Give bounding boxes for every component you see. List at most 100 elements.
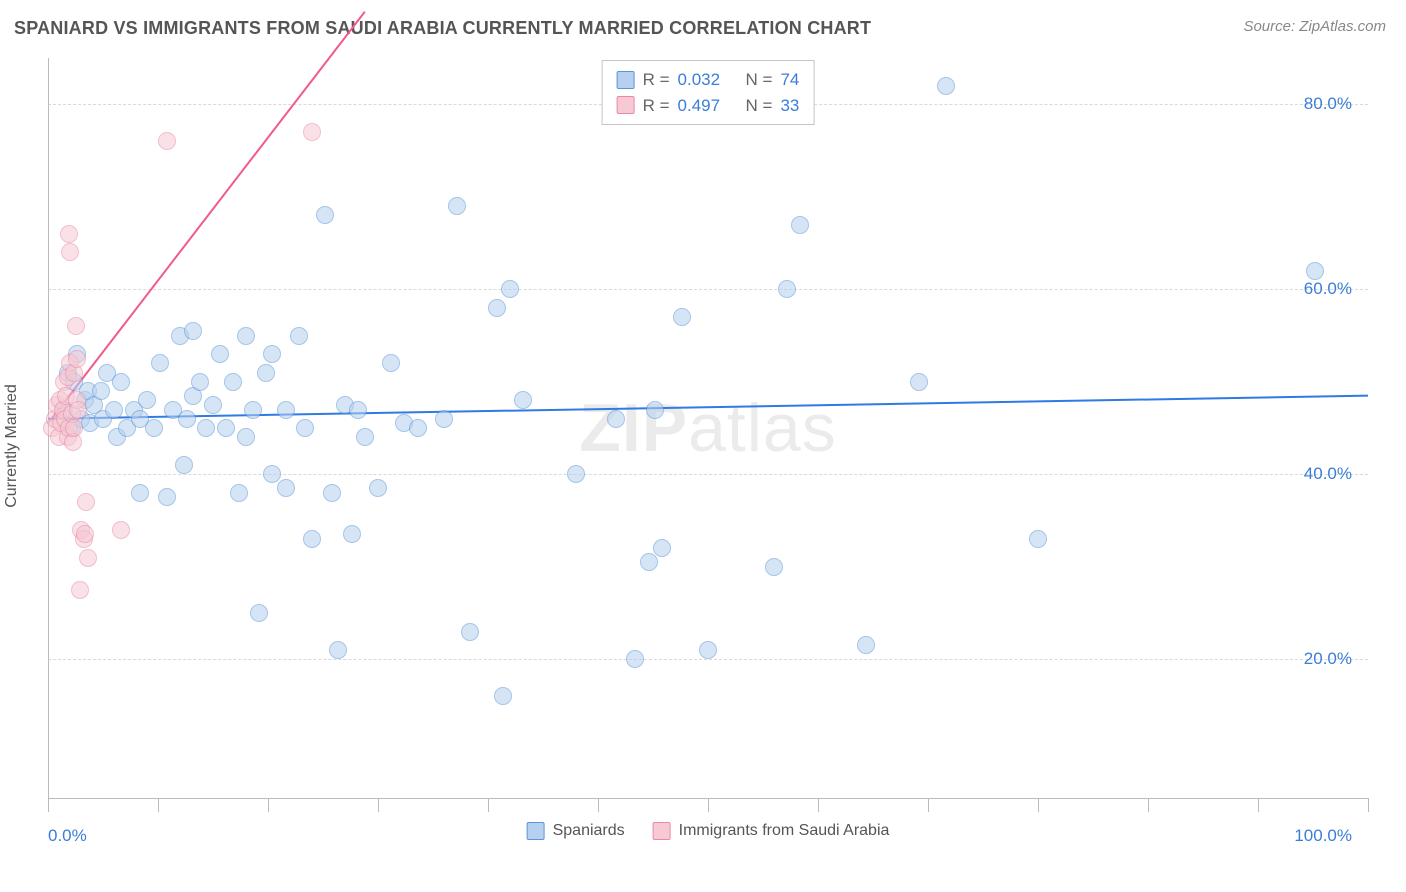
data-point: [69, 401, 87, 419]
data-point: [197, 419, 215, 437]
data-point: [67, 317, 85, 335]
x-tick-mark: [818, 798, 819, 812]
data-point: [435, 410, 453, 428]
data-point: [910, 373, 928, 391]
data-point: [316, 206, 334, 224]
x-tick-mark: [1368, 798, 1369, 812]
data-point: [158, 132, 176, 150]
correlation-stats-box: R = 0.032 N = 74 R = 0.497 N = 33: [602, 60, 815, 125]
n-value: 74: [780, 67, 799, 93]
x-tick-mark: [1038, 798, 1039, 812]
legend-swatch: [653, 822, 671, 840]
r-label: R =: [643, 93, 670, 119]
legend-item: Immigrants from Saudi Arabia: [653, 822, 890, 840]
r-value: 0.497: [678, 93, 721, 119]
data-point: [356, 428, 374, 446]
data-point: [145, 419, 163, 437]
data-point: [296, 419, 314, 437]
series-swatch: [617, 96, 635, 114]
data-point: [857, 636, 875, 654]
r-label: R =: [643, 67, 670, 93]
data-point: [937, 77, 955, 95]
legend-item: Spaniards: [527, 822, 625, 840]
x-tick-mark: [48, 798, 49, 812]
scatter-plot-area: ZIPatlas 20.0%40.0%60.0%80.0%0.0%100.0%R…: [48, 58, 1368, 798]
data-point: [112, 373, 130, 391]
chart-title: SPANIARD VS IMMIGRANTS FROM SAUDI ARABIA…: [14, 18, 871, 39]
data-point: [71, 581, 89, 599]
x-tick-mark: [158, 798, 159, 812]
stats-row: R = 0.497 N = 33: [617, 93, 800, 119]
x-tick-mark: [708, 798, 709, 812]
data-point: [303, 123, 321, 141]
data-point: [765, 558, 783, 576]
x-tick-mark: [928, 798, 929, 812]
source-citation: Source: ZipAtlas.com: [1243, 18, 1386, 35]
x-tick-mark: [1148, 798, 1149, 812]
data-point: [382, 354, 400, 372]
data-point: [224, 373, 242, 391]
data-point: [514, 391, 532, 409]
data-point: [778, 280, 796, 298]
data-point: [329, 641, 347, 659]
x-tick-mark: [488, 798, 489, 812]
data-point: [60, 225, 78, 243]
data-point: [607, 410, 625, 428]
data-point: [79, 549, 97, 567]
data-point: [138, 391, 156, 409]
data-point: [277, 401, 295, 419]
data-point: [151, 354, 169, 372]
data-point: [61, 243, 79, 261]
x-tick-mark: [268, 798, 269, 812]
data-point: [673, 308, 691, 326]
data-point: [1306, 262, 1324, 280]
data-point: [105, 401, 123, 419]
stats-row: R = 0.032 N = 74: [617, 67, 800, 93]
n-label: N =: [746, 67, 773, 93]
n-label: N =: [746, 93, 773, 119]
data-point: [230, 484, 248, 502]
data-point: [501, 280, 519, 298]
n-value: 33: [780, 93, 799, 119]
x-tick-label: 0.0%: [48, 826, 87, 846]
legend-label: Spaniards: [553, 822, 625, 840]
y-axis-label: Currently Married: [3, 384, 21, 508]
data-point: [277, 479, 295, 497]
data-point: [653, 539, 671, 557]
data-point: [646, 401, 664, 419]
data-point: [217, 419, 235, 437]
data-point: [204, 396, 222, 414]
data-point: [112, 521, 130, 539]
data-point: [211, 345, 229, 363]
x-tick-mark: [1258, 798, 1259, 812]
data-point: [65, 419, 83, 437]
data-point: [131, 484, 149, 502]
legend-label: Immigrants from Saudi Arabia: [679, 822, 890, 840]
data-point: [158, 488, 176, 506]
data-point: [488, 299, 506, 317]
data-point: [92, 382, 110, 400]
data-point: [343, 525, 361, 543]
data-point: [461, 623, 479, 641]
data-point: [448, 197, 466, 215]
data-point: [175, 456, 193, 474]
data-point: [303, 530, 321, 548]
legend-swatch: [527, 822, 545, 840]
x-tick-mark: [378, 798, 379, 812]
data-point: [494, 687, 512, 705]
data-point: [323, 484, 341, 502]
data-point: [409, 419, 427, 437]
data-point: [191, 373, 209, 391]
series-swatch: [617, 71, 635, 89]
data-point: [640, 553, 658, 571]
data-point: [567, 465, 585, 483]
data-point: [791, 216, 809, 234]
x-tick-mark: [598, 798, 599, 812]
data-point: [237, 327, 255, 345]
data-point: [369, 479, 387, 497]
data-point: [68, 350, 86, 368]
data-point: [290, 327, 308, 345]
data-point: [257, 364, 275, 382]
r-value: 0.032: [678, 67, 721, 93]
data-point: [1029, 530, 1047, 548]
